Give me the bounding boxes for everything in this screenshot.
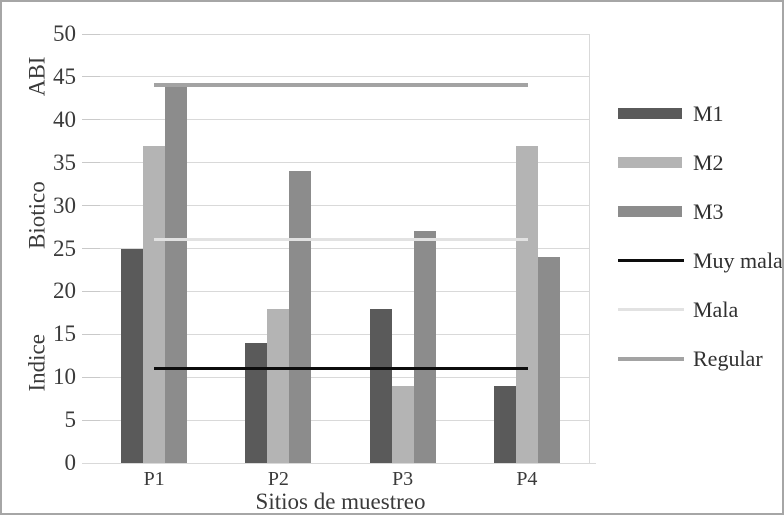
x-axis-line [82, 463, 596, 464]
bar-M3-P2 [289, 171, 312, 463]
legend-item-mala: Mala [618, 296, 782, 323]
legend-label: Mala [693, 296, 739, 322]
x-axis-title: Sitios de muestreo [255, 489, 426, 514]
legend-label: Muy mala [693, 247, 783, 273]
legend-bar-swatch-icon [618, 108, 682, 119]
legend-item-muy-mala: Muy mala [618, 247, 783, 274]
plot-area: 0 5 10 15 20 25 30 35 40 45 50 [53, 21, 590, 475]
legend-label: M2 [693, 149, 724, 175]
bar-M1-P2 [245, 342, 268, 463]
legend-label: M1 [693, 100, 724, 126]
y-axis-tick-label: 45 [53, 63, 76, 89]
ref-line-muy-mala [154, 367, 528, 371]
bar-M1-P1 [121, 248, 144, 463]
legend-bar-swatch-icon [618, 157, 682, 168]
bar-M2-P4 [515, 145, 538, 463]
legend-swatch-wrap [618, 259, 684, 262]
gridline-50 [92, 33, 589, 35]
gridline-20 [92, 290, 589, 292]
y-axis-tick-label: 25 [53, 235, 76, 261]
y-axis-tick-20 [82, 290, 100, 292]
ref-line-mala [154, 238, 528, 242]
y-axis-tick-50 [82, 33, 100, 35]
y-axis-tick-35 [82, 162, 100, 164]
legend-bar-swatch-icon [618, 206, 682, 217]
y-axis-tick-label: 20 [53, 278, 76, 304]
gridline-30 [92, 205, 589, 207]
y-axis-tick-label: 35 [53, 149, 76, 175]
legend-item-m2: M2 [618, 149, 782, 176]
legend-label: M3 [693, 198, 724, 224]
y-axis-tick-label: 40 [53, 106, 76, 132]
y-axis-tick-label: 10 [53, 364, 76, 390]
bar-M3-P1 [165, 85, 188, 463]
y-axis-tick-25 [82, 248, 100, 249]
legend-swatch-wrap [618, 108, 684, 119]
y-axis-tick-label: 0 [64, 450, 77, 475]
legend-line-swatch-icon [618, 308, 684, 311]
bar-group-P1 [92, 34, 216, 463]
gridline-5 [92, 419, 589, 421]
y-axis-tick-label: 50 [53, 21, 76, 46]
x-axis-tick-label-P3: P3 [392, 468, 414, 490]
legend-line-swatch-icon [618, 259, 684, 262]
gridline-15 [92, 333, 589, 335]
legend-swatch-wrap [618, 157, 684, 168]
gridline-35 [92, 162, 589, 164]
bar-group-P4 [465, 34, 589, 463]
gridline-25 [92, 248, 589, 249]
bar-M1-P4 [493, 385, 516, 463]
y-axis-tick-45 [82, 76, 100, 78]
bar-group-P3 [341, 34, 465, 463]
legend-line-swatch-icon [618, 356, 684, 361]
gridline-45 [92, 76, 589, 78]
legend-item-regular: Regular [618, 345, 782, 372]
y-axis-tick-10 [82, 376, 100, 378]
legend-swatch-wrap [618, 356, 684, 361]
bar-M3-P4 [537, 257, 560, 463]
y-axis-tick-40 [82, 119, 100, 121]
legend-label: Regular [693, 345, 763, 371]
bar-M3-P3 [413, 231, 436, 463]
ref-line-regular [154, 83, 528, 88]
bar-M2-P2 [267, 308, 290, 463]
x-axis-tick-label-P4: P4 [516, 468, 538, 490]
legend-swatch-wrap [618, 206, 684, 217]
bar-M2-P1 [143, 145, 166, 463]
legend-swatch-wrap [618, 308, 684, 311]
gridline-40 [92, 119, 589, 121]
bar-groups [92, 34, 589, 463]
bar-group-P2 [216, 34, 340, 463]
legend-item-m1: M1 [618, 100, 782, 127]
y-axis-tick-label: 5 [64, 407, 77, 433]
x-axis-tick-label-P1: P1 [143, 468, 165, 490]
y-axis-tick-label: 30 [53, 192, 76, 218]
x-axis-tick-labels: P1 P2 P3 P4 [92, 468, 589, 491]
legend-item-m3: M3 [618, 198, 782, 225]
y-axis-tick-label: 15 [53, 321, 76, 347]
y-axis-tick-30 [82, 205, 100, 207]
bar-M1-P3 [369, 308, 392, 463]
y-axis-tick-15 [82, 333, 100, 335]
x-axis-tick-label-P2: P2 [267, 468, 289, 490]
bar-M2-P3 [391, 385, 414, 463]
chart-legend: M1 M2 M3 Muy mala Mala Regular [618, 100, 783, 372]
y-axis-tick-5 [82, 419, 100, 421]
gridline-10 [92, 376, 589, 378]
